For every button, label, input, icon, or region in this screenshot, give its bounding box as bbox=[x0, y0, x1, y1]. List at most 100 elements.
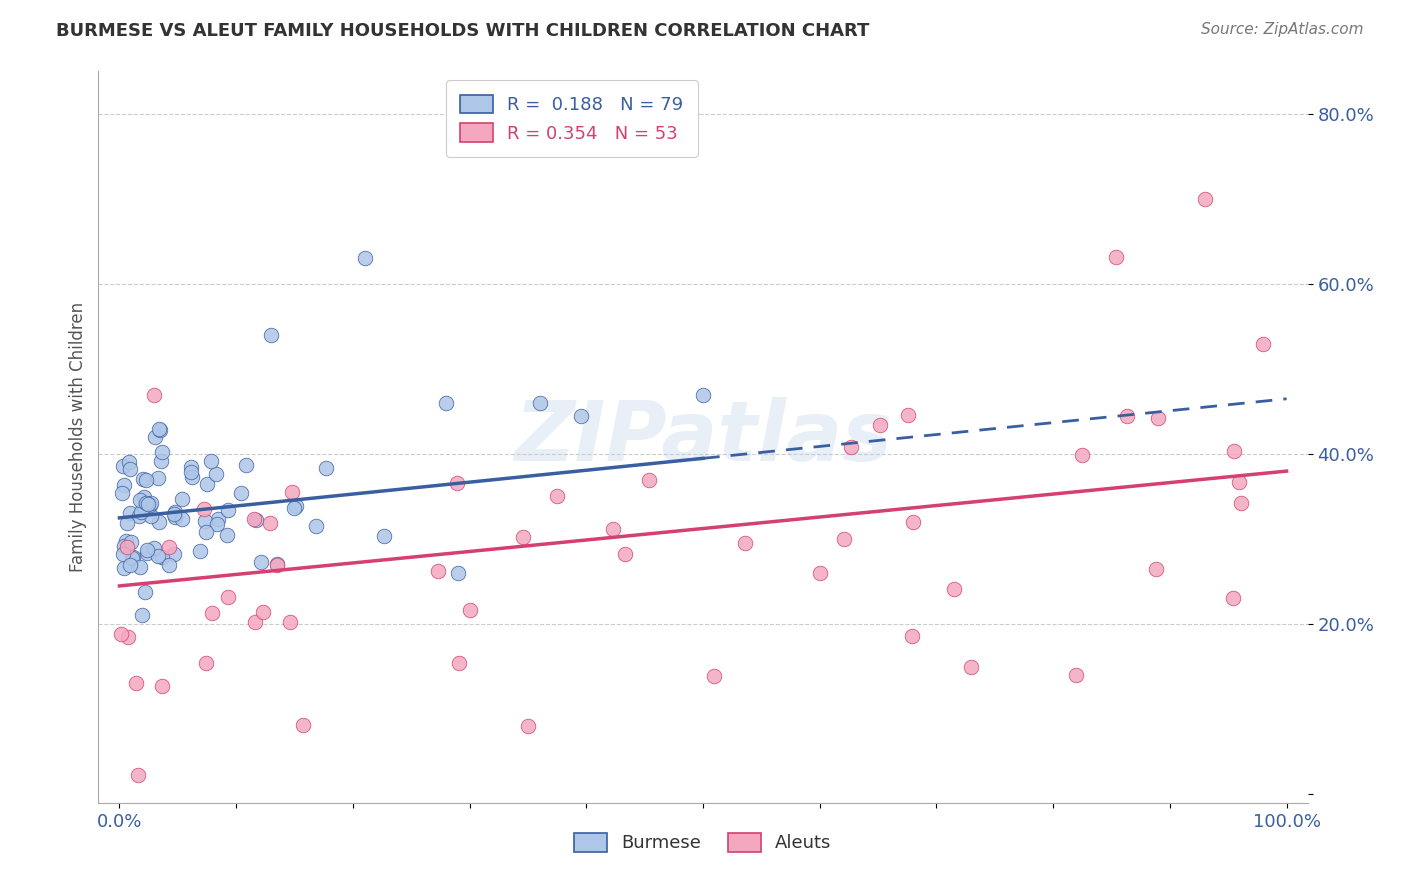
Point bbox=[1251, 336, 1274, 351]
Point bbox=[281, 485, 304, 500]
Point bbox=[148, 422, 170, 436]
Point bbox=[1230, 496, 1253, 510]
Text: BURMESE VS ALEUT FAMILY HOUSEHOLDS WITH CHILDREN CORRELATION CHART: BURMESE VS ALEUT FAMILY HOUSEHOLDS WITH … bbox=[56, 22, 870, 40]
Point bbox=[447, 566, 470, 581]
Point bbox=[245, 615, 267, 629]
Point bbox=[266, 557, 288, 571]
Point bbox=[305, 519, 328, 533]
Point bbox=[180, 465, 202, 479]
Point bbox=[139, 509, 162, 524]
Point bbox=[901, 515, 924, 529]
Point bbox=[252, 605, 274, 619]
Point bbox=[250, 555, 273, 569]
Point bbox=[832, 532, 855, 546]
Point bbox=[205, 516, 228, 531]
Point bbox=[136, 497, 159, 511]
Point bbox=[163, 509, 186, 524]
Text: ZIPatlas: ZIPatlas bbox=[515, 397, 891, 477]
Point bbox=[143, 387, 166, 401]
Legend: Burmese, Aleuts: Burmese, Aleuts bbox=[567, 826, 839, 860]
Point bbox=[149, 423, 172, 437]
Point bbox=[260, 328, 283, 343]
Point bbox=[512, 530, 534, 544]
Point bbox=[150, 679, 173, 693]
Point bbox=[120, 535, 142, 549]
Point bbox=[1194, 192, 1216, 206]
Point bbox=[112, 561, 135, 575]
Point bbox=[136, 543, 159, 558]
Point bbox=[602, 522, 624, 536]
Point bbox=[146, 471, 169, 485]
Point bbox=[132, 500, 155, 514]
Point bbox=[139, 498, 162, 512]
Point bbox=[121, 550, 143, 565]
Point bbox=[125, 676, 148, 690]
Point bbox=[869, 417, 891, 432]
Point bbox=[150, 550, 173, 565]
Point bbox=[207, 512, 229, 526]
Point bbox=[131, 607, 153, 622]
Point bbox=[132, 490, 155, 504]
Point bbox=[194, 515, 217, 529]
Point bbox=[131, 472, 153, 486]
Point bbox=[195, 524, 218, 539]
Point bbox=[128, 509, 150, 524]
Point bbox=[201, 607, 224, 621]
Point bbox=[114, 533, 136, 548]
Point bbox=[901, 629, 924, 643]
Point bbox=[529, 396, 551, 410]
Y-axis label: Family Households with Children: Family Households with Children bbox=[69, 302, 87, 572]
Point bbox=[112, 478, 135, 492]
Point bbox=[291, 717, 314, 731]
Point bbox=[170, 491, 193, 506]
Point bbox=[195, 656, 218, 670]
Point bbox=[839, 440, 862, 454]
Text: Source: ZipAtlas.com: Source: ZipAtlas.com bbox=[1201, 22, 1364, 37]
Point bbox=[960, 659, 983, 673]
Point bbox=[148, 515, 170, 529]
Point bbox=[315, 461, 337, 475]
Point bbox=[703, 669, 725, 683]
Point bbox=[111, 548, 134, 562]
Point bbox=[129, 492, 152, 507]
Point bbox=[117, 630, 139, 644]
Point bbox=[278, 615, 301, 629]
Point bbox=[353, 252, 375, 266]
Point bbox=[118, 455, 141, 469]
Point bbox=[135, 496, 157, 510]
Point bbox=[283, 501, 305, 516]
Point bbox=[942, 582, 965, 596]
Point bbox=[1105, 251, 1128, 265]
Point bbox=[118, 558, 141, 572]
Point bbox=[373, 529, 395, 543]
Point bbox=[163, 505, 186, 519]
Point bbox=[143, 430, 166, 444]
Point bbox=[193, 502, 215, 516]
Point bbox=[127, 768, 149, 782]
Point bbox=[569, 409, 592, 423]
Point bbox=[136, 545, 159, 559]
Point bbox=[135, 473, 157, 487]
Point bbox=[897, 408, 920, 422]
Point bbox=[692, 387, 714, 401]
Point bbox=[111, 485, 134, 500]
Point bbox=[200, 453, 222, 467]
Point bbox=[1116, 409, 1139, 424]
Point bbox=[516, 719, 538, 733]
Point bbox=[215, 528, 238, 542]
Point bbox=[229, 486, 252, 500]
Point bbox=[117, 516, 139, 531]
Point bbox=[180, 469, 202, 483]
Point bbox=[112, 540, 135, 554]
Point bbox=[242, 512, 264, 526]
Point bbox=[111, 458, 134, 473]
Point bbox=[141, 496, 163, 510]
Point bbox=[613, 547, 636, 561]
Point bbox=[110, 627, 132, 641]
Point bbox=[120, 461, 142, 475]
Point bbox=[129, 560, 152, 574]
Point bbox=[163, 507, 186, 521]
Point bbox=[1066, 668, 1088, 682]
Point bbox=[434, 396, 457, 410]
Point bbox=[235, 458, 257, 472]
